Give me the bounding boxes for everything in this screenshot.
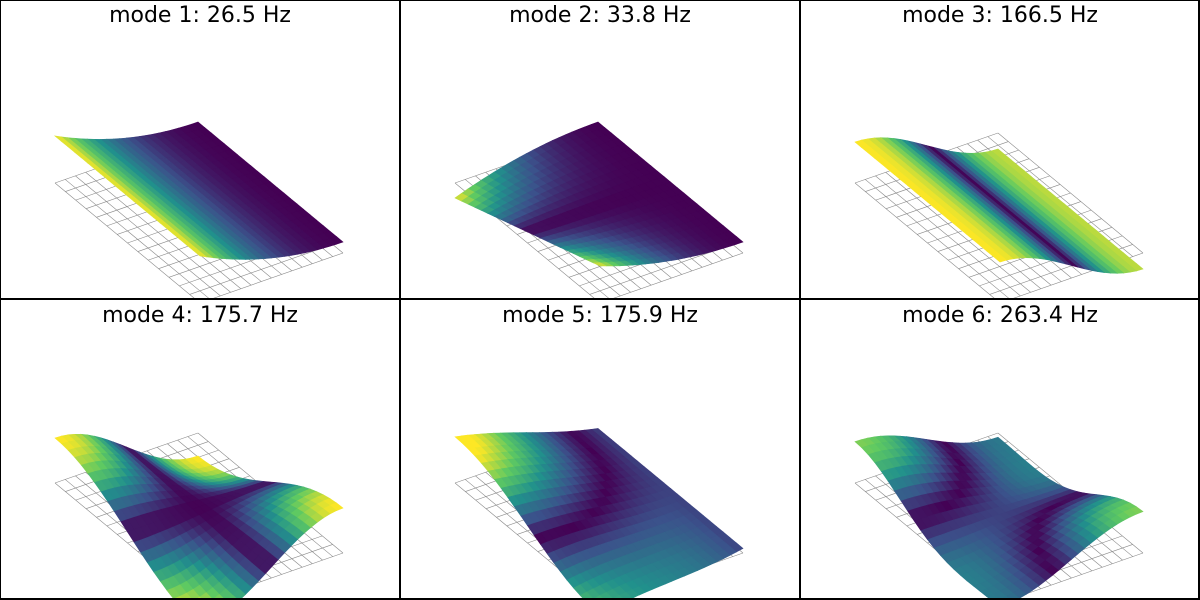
mode-6-title: mode 6: 263.4 Hz xyxy=(902,303,1098,328)
mode-1-plot xyxy=(54,121,344,300)
mode-5-panel: mode 5: 175.9 Hz xyxy=(400,300,800,600)
deformed-surface xyxy=(854,435,1144,600)
divider-vertical-1 xyxy=(399,0,401,600)
wireframe-line xyxy=(189,244,333,295)
mode-6-plot xyxy=(854,432,1144,600)
mode-3-plot xyxy=(854,132,1144,300)
mode-1-panel: mode 1: 26.5 Hz xyxy=(0,0,400,300)
mode-5-title: mode 5: 175.9 Hz xyxy=(502,303,698,328)
wireframe-line xyxy=(207,252,344,300)
mode-6-panel: mode 6: 263.4 Hz xyxy=(800,300,1200,600)
divider-vertical-2 xyxy=(799,0,801,600)
surface-cell xyxy=(192,250,208,258)
deformed-surface xyxy=(54,121,344,260)
mode-2-title: mode 2: 33.8 Hz xyxy=(509,3,691,28)
mode-1-title: mode 1: 26.5 Hz xyxy=(109,3,291,28)
mode-4-panel: mode 4: 175.7 Hz xyxy=(0,300,400,600)
mode-3-title: mode 3: 166.5 Hz xyxy=(902,3,1098,28)
wireframe-line xyxy=(607,252,744,300)
deformed-surface xyxy=(454,428,744,600)
mode-4-title: mode 4: 175.7 Hz xyxy=(102,303,298,328)
mode-5-plot xyxy=(454,428,744,600)
mode-2-panel: mode 2: 33.8 Hz xyxy=(400,0,800,300)
wireframe-line xyxy=(997,132,1144,254)
border-top xyxy=(0,0,1200,1)
wireframe-line xyxy=(589,244,733,295)
mode-4-plot xyxy=(54,432,344,600)
border-left xyxy=(0,0,1,600)
surface-cell xyxy=(992,254,1008,263)
deformed-surface xyxy=(454,121,744,267)
mode-2-plot xyxy=(454,121,744,300)
border-right xyxy=(1198,0,1200,600)
mode-3-panel: mode 3: 166.5 Hz xyxy=(800,0,1200,300)
wireframe-line xyxy=(987,136,1133,257)
deformed-surface xyxy=(854,137,1144,274)
surface-cell xyxy=(593,262,607,267)
divider-horizontal xyxy=(0,298,1200,300)
border-bottom xyxy=(0,598,1200,600)
deformed-surface xyxy=(54,433,344,600)
